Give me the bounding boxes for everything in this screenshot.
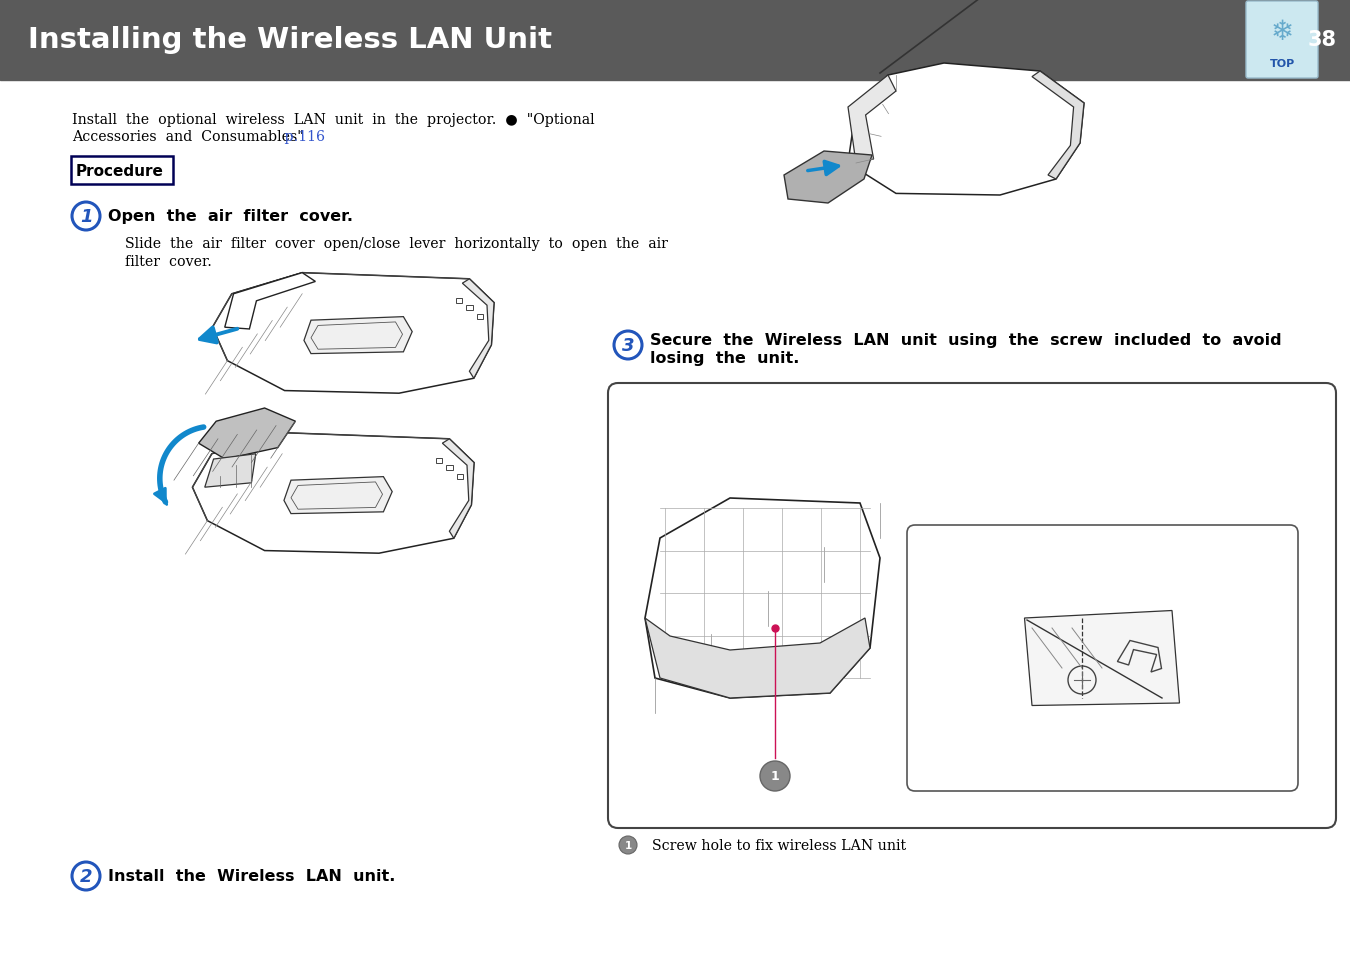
Polygon shape: [224, 274, 316, 330]
Polygon shape: [284, 477, 393, 514]
Text: 3: 3: [622, 336, 634, 355]
Text: 1: 1: [771, 770, 779, 782]
Text: p.116: p.116: [279, 130, 325, 144]
Circle shape: [620, 836, 637, 854]
FancyBboxPatch shape: [907, 525, 1297, 791]
Text: ❄: ❄: [1270, 18, 1293, 46]
Text: 2: 2: [80, 867, 92, 885]
Circle shape: [72, 203, 100, 231]
Text: 1: 1: [80, 208, 92, 226]
Text: Installing the Wireless LAN Unit: Installing the Wireless LAN Unit: [28, 27, 552, 54]
Circle shape: [760, 761, 790, 791]
Text: Slide  the  air  filter  cover  open/close  lever  horizontally  to  open  the  : Slide the air filter cover open/close le…: [126, 236, 668, 251]
Polygon shape: [848, 76, 896, 164]
Text: Accessories  and  Consumables": Accessories and Consumables": [72, 130, 304, 144]
Text: 1: 1: [624, 841, 632, 850]
Text: 38: 38: [1308, 30, 1336, 51]
Polygon shape: [443, 439, 474, 538]
Text: Install  the  Wireless  LAN  unit.: Install the Wireless LAN unit.: [108, 868, 396, 883]
Text: Screw hole to fix wireless LAN unit: Screw hole to fix wireless LAN unit: [643, 838, 906, 852]
Circle shape: [614, 332, 643, 359]
Text: losing  the  unit.: losing the unit.: [649, 351, 799, 366]
Polygon shape: [304, 317, 412, 355]
Polygon shape: [198, 409, 296, 459]
Polygon shape: [1031, 71, 1084, 180]
FancyBboxPatch shape: [1246, 2, 1318, 79]
Polygon shape: [645, 618, 869, 699]
Text: filter  cover.: filter cover.: [126, 254, 212, 269]
FancyBboxPatch shape: [72, 157, 173, 185]
Polygon shape: [1025, 611, 1180, 706]
Polygon shape: [645, 498, 880, 699]
Circle shape: [72, 862, 100, 890]
Polygon shape: [784, 152, 872, 204]
Polygon shape: [462, 279, 494, 379]
Text: Secure  the  Wireless  LAN  unit  using  the  screw  included  to  avoid: Secure the Wireless LAN unit using the s…: [649, 334, 1281, 348]
Text: Open  the  air  filter  cover.: Open the air filter cover.: [108, 210, 352, 224]
FancyBboxPatch shape: [608, 384, 1336, 828]
Polygon shape: [848, 64, 1084, 195]
Text: Procedure: Procedure: [76, 163, 163, 178]
Polygon shape: [193, 434, 474, 554]
Polygon shape: [212, 274, 494, 394]
Text: Install  the  optional  wireless  LAN  unit  in  the  projector.  ●  "Optional: Install the optional wireless LAN unit i…: [72, 112, 594, 127]
Text: TOP: TOP: [1269, 59, 1295, 69]
Bar: [0, 0, 1350, 81]
Polygon shape: [205, 455, 255, 488]
